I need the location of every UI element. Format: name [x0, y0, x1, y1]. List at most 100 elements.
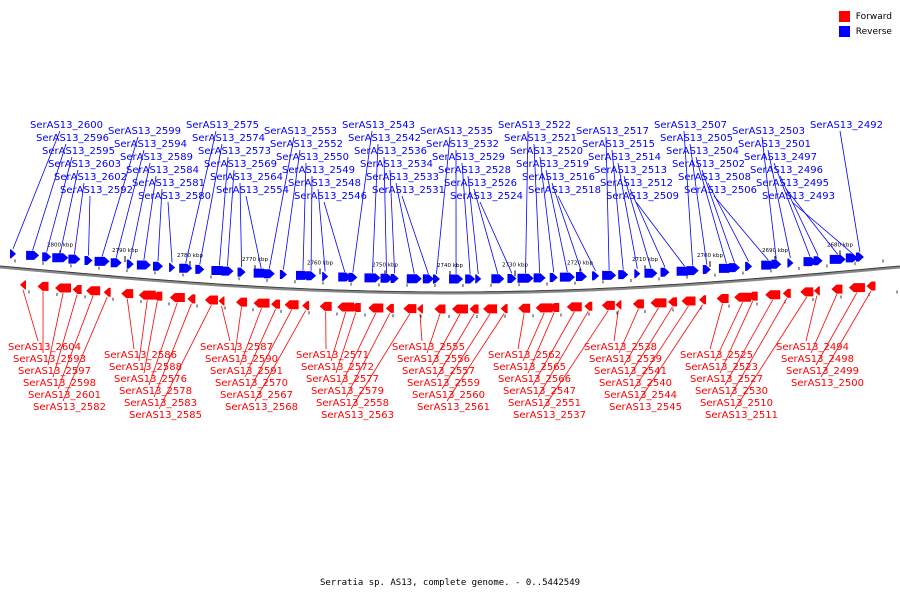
reverse-gene-label: SerAS13_2581 [132, 178, 205, 189]
reverse-gene-connector [461, 162, 471, 274]
reverse-gene-label: SerAS13_2516 [522, 172, 595, 183]
reverse-gene-arrow [855, 252, 864, 262]
reverse-gene-connector [629, 188, 666, 268]
scale-tick-label: 2720 kbp [567, 260, 593, 266]
reverse-gene-label: SerAS13_2603 [48, 159, 121, 170]
reverse-gene-arrow [380, 273, 393, 283]
reverse-gene-arrow [602, 270, 617, 280]
reverse-gene-label: SerAS13_2524 [450, 191, 523, 202]
reverse-gene-connector [525, 130, 529, 274]
reverse-gene-connector [713, 195, 769, 261]
reverse-gene-label: SerAS13_2512 [600, 178, 673, 189]
reverse-gene-label: SerAS13_2503 [732, 126, 805, 137]
reverse-gene-connector [227, 169, 235, 267]
forward-gene-arrow [469, 304, 479, 314]
reverse-gene-label: SerAS13_2569 [204, 159, 277, 170]
forward-gene-arrow [452, 304, 468, 314]
reverse-gene-connector [239, 182, 242, 268]
forward-gene-connector [719, 301, 754, 374]
forward-gene-connector [441, 313, 491, 390]
reverse-gene-label: SerAS13_2535 [420, 126, 493, 137]
forward-gene-arrow [549, 302, 560, 312]
forward-gene-connector [158, 304, 212, 410]
forward-swatch [838, 11, 850, 22]
reverse-gene-label: SerAS13_2528 [438, 165, 511, 176]
backbone-line [0, 265, 900, 295]
reverse-gene-connector [157, 188, 163, 262]
reverse-gene-connector [557, 195, 596, 272]
forward-gene-arrow [800, 287, 814, 297]
forward-gene-label: SerAS13_2499 [786, 366, 859, 377]
forward-gene-arrow [86, 286, 101, 296]
forward-gene-connector [436, 313, 475, 378]
forward-gene-connector [345, 313, 391, 398]
reverse-gene-connector [101, 136, 139, 257]
reverse-gene-arrow [533, 273, 546, 283]
scale-tick-label: 2750 kbp [372, 262, 398, 268]
reverse-gene-connector [617, 162, 638, 269]
forward-gene-label: SerAS13_2525 [680, 350, 753, 361]
reverse-gene-connector [635, 201, 685, 267]
forward-gene-label: SerAS13_2562 [488, 350, 561, 361]
forward-gene-connector [532, 311, 575, 386]
forward-gene-arrow [734, 292, 752, 302]
reverse-gene-arrow [390, 273, 399, 283]
forward-gene-label: SerAS13_2567 [220, 390, 293, 401]
forward-gene-connector [527, 312, 555, 374]
forward-gene-label: SerAS13_2598 [23, 378, 96, 389]
reverse-gene-arrow [338, 272, 352, 282]
reverse-gene-label: SerAS13_2595 [42, 146, 115, 157]
reverse-gene-label: SerAS13_2550 [276, 152, 349, 163]
reverse-gene-connector [473, 188, 499, 274]
reverse-gene-label: SerAS13_2554 [216, 185, 289, 196]
legend-forward-label: Forward [855, 11, 892, 22]
forward-gene-arrow [121, 289, 134, 299]
reverse-gene-label: SerAS13_2502 [672, 159, 745, 170]
forward-gene-connector [57, 295, 94, 390]
reverse-gene-arrow [686, 266, 699, 276]
forward-gene-arrow [72, 285, 82, 295]
forward-gene-label: SerAS13_2560 [412, 390, 485, 401]
reverse-gene-connector [245, 195, 262, 269]
forward-gene-arrow [650, 298, 667, 308]
reverse-gene-arrow [745, 261, 753, 271]
forward-gene-connector [820, 290, 872, 378]
scale-tick-label: 2780 kbp [177, 253, 203, 259]
reverse-gene-label: SerAS13_2531 [372, 185, 445, 196]
forward-gene-connector [815, 292, 858, 366]
forward-gene-arrow [138, 290, 156, 300]
forward-gene-label: SerAS13_2544 [604, 390, 677, 401]
forward-gene-connector [542, 310, 609, 410]
reverse-gene-arrow [575, 272, 587, 282]
reverse-gene-arrow [279, 270, 287, 280]
reverse-gene-arrow [136, 260, 151, 270]
reverse-gene-connector [479, 201, 513, 274]
forward-gene-connector [239, 307, 262, 366]
reverse-gene-connector [533, 143, 541, 273]
reverse-gene-connector [539, 156, 555, 273]
forward-gene-arrow [302, 301, 310, 311]
forward-gene-arrow [866, 281, 876, 291]
forward-gene-arrow [284, 300, 299, 310]
reverse-gene-arrow [322, 271, 329, 281]
reverse-gene-connector [767, 149, 791, 259]
reverse-gene-label: SerAS13_2573 [198, 146, 271, 157]
forward-gene-labels: SerAS13_2604SerAS13_2593SerAS13_2597SerA… [8, 289, 872, 421]
strand-legend: Forward Reverse [838, 9, 892, 39]
reverse-gene-arrow [660, 267, 670, 277]
reverse-gene-label: SerAS13_2504 [666, 146, 739, 157]
forward-gene-arrow [169, 293, 185, 303]
reverse-gene-label: SerAS13_2529 [432, 152, 505, 163]
reverse-gene-connector [167, 201, 173, 263]
forward-gene-connector [419, 313, 423, 342]
reverse-gene-connector [395, 182, 415, 274]
reverse-gene-connector [88, 195, 91, 256]
reverse-gene-arrow [829, 254, 846, 264]
forward-gene-connector [340, 312, 377, 386]
reverse-gene-label: SerAS13_2519 [516, 159, 589, 170]
forward-gene-connector [148, 302, 178, 386]
forward-gene-arrow [535, 303, 553, 313]
forward-gene-connector [431, 313, 461, 366]
reverse-swatch [838, 26, 850, 37]
forward-gene-label: SerAS13_2566 [498, 374, 571, 385]
